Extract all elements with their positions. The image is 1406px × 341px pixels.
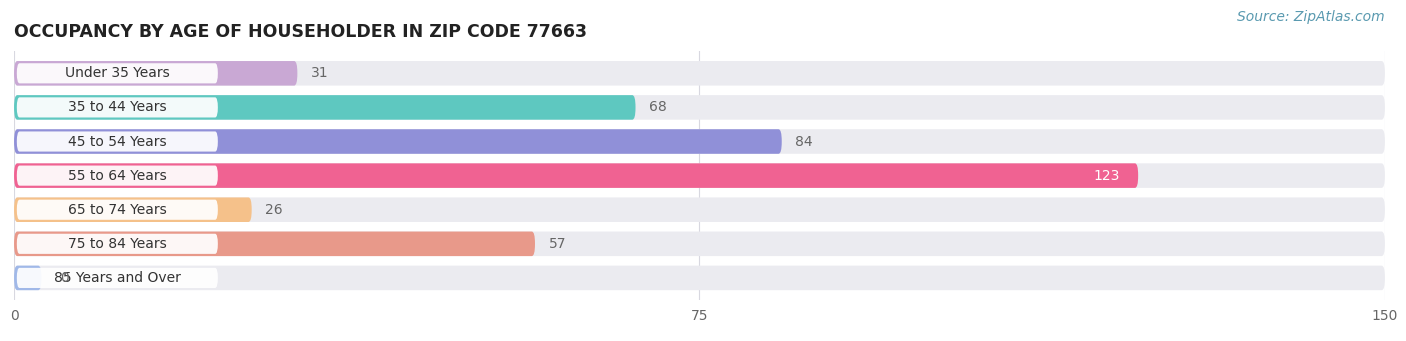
Text: 75 to 84 Years: 75 to 84 Years xyxy=(67,237,167,251)
FancyBboxPatch shape xyxy=(17,165,218,186)
FancyBboxPatch shape xyxy=(14,197,252,222)
Text: Source: ZipAtlas.com: Source: ZipAtlas.com xyxy=(1237,10,1385,24)
FancyBboxPatch shape xyxy=(17,63,218,84)
Text: 31: 31 xyxy=(311,66,329,80)
FancyBboxPatch shape xyxy=(17,268,218,288)
FancyBboxPatch shape xyxy=(14,232,1385,256)
FancyBboxPatch shape xyxy=(14,61,298,86)
FancyBboxPatch shape xyxy=(14,129,1385,154)
FancyBboxPatch shape xyxy=(17,234,218,254)
FancyBboxPatch shape xyxy=(14,266,42,290)
FancyBboxPatch shape xyxy=(14,95,1385,120)
Text: 65 to 74 Years: 65 to 74 Years xyxy=(67,203,167,217)
FancyBboxPatch shape xyxy=(14,266,1385,290)
Text: 123: 123 xyxy=(1094,168,1121,183)
FancyBboxPatch shape xyxy=(14,232,536,256)
Text: 55 to 64 Years: 55 to 64 Years xyxy=(67,168,167,183)
Text: 84: 84 xyxy=(796,134,813,149)
FancyBboxPatch shape xyxy=(14,61,1385,86)
FancyBboxPatch shape xyxy=(17,199,218,220)
Text: 85 Years and Over: 85 Years and Over xyxy=(53,271,181,285)
FancyBboxPatch shape xyxy=(17,97,218,118)
Text: OCCUPANCY BY AGE OF HOUSEHOLDER IN ZIP CODE 77663: OCCUPANCY BY AGE OF HOUSEHOLDER IN ZIP C… xyxy=(14,23,588,41)
FancyBboxPatch shape xyxy=(14,163,1385,188)
Text: Under 35 Years: Under 35 Years xyxy=(65,66,170,80)
FancyBboxPatch shape xyxy=(17,131,218,152)
FancyBboxPatch shape xyxy=(14,129,782,154)
FancyBboxPatch shape xyxy=(14,197,1385,222)
FancyBboxPatch shape xyxy=(14,163,1139,188)
Text: 35 to 44 Years: 35 to 44 Years xyxy=(67,100,167,115)
Text: 57: 57 xyxy=(548,237,567,251)
FancyBboxPatch shape xyxy=(14,95,636,120)
Text: 26: 26 xyxy=(266,203,283,217)
Text: 45 to 54 Years: 45 to 54 Years xyxy=(67,134,167,149)
Text: 68: 68 xyxy=(650,100,666,115)
Text: 0: 0 xyxy=(60,271,69,285)
